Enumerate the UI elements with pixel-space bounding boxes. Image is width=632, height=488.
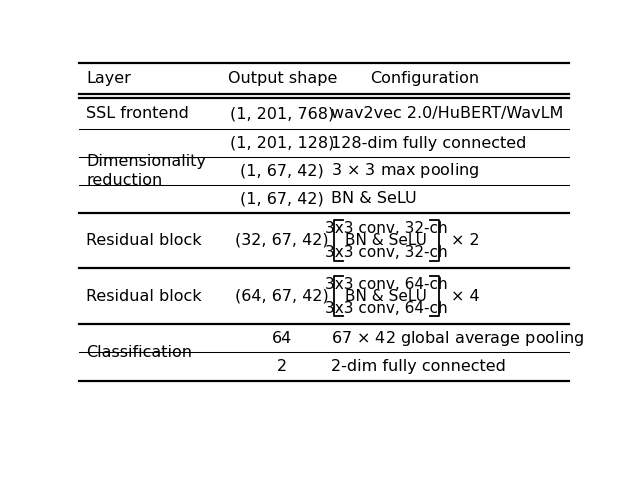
Text: Residual block: Residual block [87, 288, 202, 304]
Text: BN & SeLU: BN & SeLU [331, 191, 417, 206]
Text: 2: 2 [277, 359, 288, 374]
Text: 3x3 conv, 32-ch: 3x3 conv, 32-ch [325, 245, 447, 260]
Text: 2-dim fully connected: 2-dim fully connected [331, 359, 506, 374]
Text: × 4: × 4 [451, 288, 480, 304]
Text: Layer: Layer [87, 71, 131, 86]
Text: (1, 201, 768): (1, 201, 768) [230, 106, 334, 122]
Text: Configuration: Configuration [370, 71, 479, 86]
Text: (1, 201, 128): (1, 201, 128) [230, 136, 334, 151]
Text: (64, 67, 42): (64, 67, 42) [235, 288, 329, 304]
Text: × 2: × 2 [451, 233, 480, 248]
Text: Output shape: Output shape [228, 71, 337, 86]
Text: 3x3 conv, 64-ch: 3x3 conv, 64-ch [325, 301, 447, 316]
Text: (1, 67, 42): (1, 67, 42) [240, 191, 324, 206]
Text: 67 $\times$ 42 global average pooling: 67 $\times$ 42 global average pooling [331, 328, 585, 347]
Text: Dimensionality
reduction: Dimensionality reduction [87, 154, 206, 188]
Text: 3 $\times$ 3 max pooling: 3 $\times$ 3 max pooling [331, 162, 480, 181]
Text: BN & SeLU: BN & SeLU [346, 288, 427, 304]
Text: Residual block: Residual block [87, 233, 202, 248]
Text: SSL frontend: SSL frontend [87, 106, 189, 122]
Text: 3x3 conv, 32-ch: 3x3 conv, 32-ch [325, 221, 447, 236]
Text: BN & SeLU: BN & SeLU [346, 233, 427, 248]
Text: wav2vec 2.0/HuBERT/WavLM: wav2vec 2.0/HuBERT/WavLM [331, 106, 564, 122]
Text: 128-dim fully connected: 128-dim fully connected [331, 136, 526, 151]
Text: (1, 67, 42): (1, 67, 42) [240, 163, 324, 179]
Text: 3x3 conv, 64-ch: 3x3 conv, 64-ch [325, 277, 447, 291]
Text: (32, 67, 42): (32, 67, 42) [236, 233, 329, 248]
Text: 64: 64 [272, 331, 293, 346]
Text: Classification: Classification [87, 345, 192, 360]
